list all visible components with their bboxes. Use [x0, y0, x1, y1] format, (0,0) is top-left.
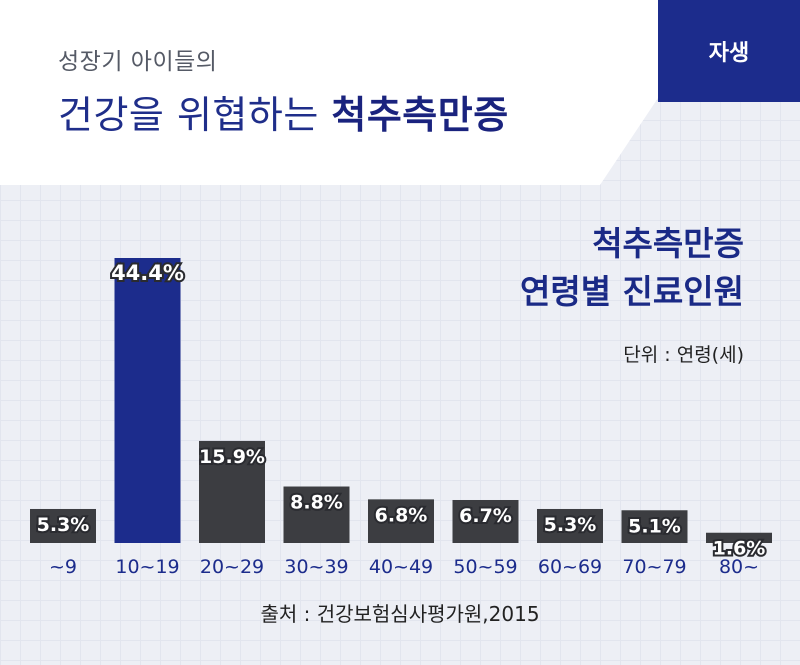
value-label: 6.8% — [375, 504, 428, 526]
title-banner: 성장기 아이들의 건강을 위협하는 척추측만증 자생 — [0, 0, 800, 185]
category-label: 80~ — [719, 556, 759, 578]
brand-badge: 자생 — [658, 0, 800, 102]
value-label: 8.8% — [290, 492, 343, 514]
category-label: 40~49 — [369, 556, 433, 578]
bar-80~ — [706, 532, 772, 543]
bar-10~19 — [114, 258, 181, 543]
value-label: 6.7% — [459, 505, 512, 527]
bar-50~59 — [452, 499, 519, 543]
page-subtitle: 성장기 아이들의 — [58, 49, 218, 75]
title-prefix: 건강을 위협하는 — [58, 93, 332, 137]
chart-title-line1: 척추측만증 — [592, 224, 744, 263]
value-label: 5.3% — [544, 514, 597, 536]
category-label: ~9 — [49, 556, 77, 578]
value-label: 5.1% — [628, 515, 681, 537]
bar-30~39 — [283, 486, 350, 543]
bars-group: 5.3% ~9 44.4% 10~19 15.9% 20~29 8.8% 30~39 6.8% 4… — [30, 258, 772, 578]
bar-40~49 — [368, 499, 434, 543]
category-label: 60~69 — [538, 556, 602, 578]
page-title: 건강을 위협하는 척추측만증 — [58, 84, 509, 139]
category-label: 30~39 — [284, 556, 348, 578]
unit-label: 단위 : 연령(세) — [623, 344, 744, 366]
category-label: 70~79 — [622, 556, 686, 578]
source-note: 출처 : 건강보험심사평가원,2015 — [260, 602, 540, 626]
value-label: 15.9% — [199, 446, 265, 468]
value-label: 1.6% — [713, 538, 766, 560]
bar-20~29 — [199, 440, 265, 543]
value-label: 5.3% — [37, 514, 90, 536]
category-label: 10~19 — [115, 556, 179, 578]
title-emphasis: 척추측만증 — [331, 93, 509, 137]
chart-title-line2: 연령별 진료인원 — [519, 272, 744, 311]
bar-70~79 — [621, 510, 688, 543]
category-label: 50~59 — [453, 556, 517, 578]
bar-~9 — [30, 508, 96, 543]
category-label: 20~29 — [200, 556, 264, 578]
title-banner-shape — [0, 0, 800, 185]
value-label: 44.4% — [111, 261, 184, 285]
bar-60~69 — [537, 508, 603, 543]
chart-title: 척추측만증 연령별 진료인원 — [520, 220, 744, 316]
